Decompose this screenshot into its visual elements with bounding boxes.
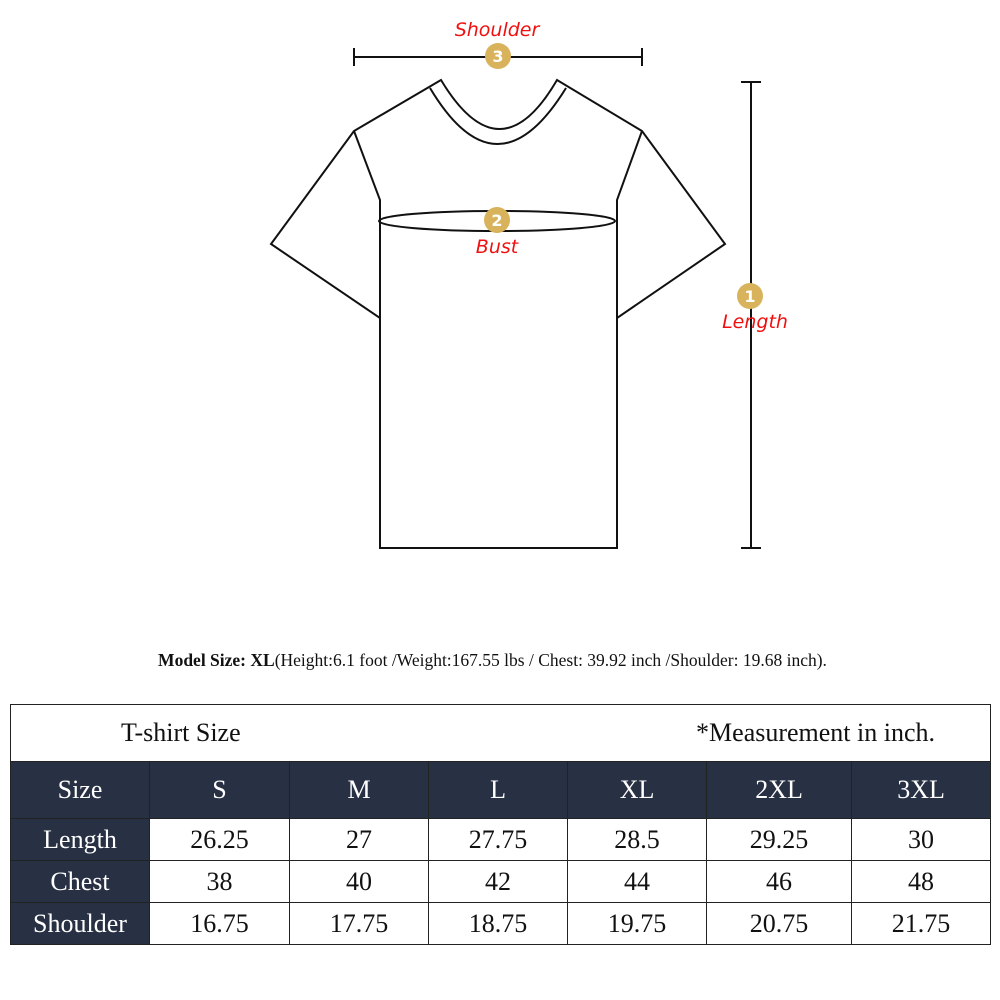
bust-badge-number: 2 [491, 211, 502, 230]
bust-badge [484, 207, 510, 233]
table-cell: 29.25 [706, 818, 853, 861]
model-size-details: (Height:6.1 foot /Weight:167.55 lbs / Ch… [274, 650, 827, 670]
bust-label: Bust [476, 236, 520, 258]
header-size-m: M [288, 761, 430, 819]
row-label: Chest [10, 860, 150, 903]
table-cell: 44 [567, 860, 708, 903]
table-row-shoulder: Shoulder 16.75 17.75 18.75 19.75 20.75 21.75 [10, 902, 992, 945]
header-size-s: S [149, 761, 290, 819]
table-cell: 46 [706, 860, 853, 903]
shoulder-label: Shoulder [455, 19, 541, 41]
table-title-row: T-shirt Size *Measurement in inch. [9, 704, 992, 762]
table-cell: 27.75 [428, 818, 569, 861]
table-cell: 28.5 [567, 818, 708, 861]
armhole-left [353, 130, 381, 318]
table-title: T-shirt Size [9, 704, 429, 762]
model-size-note: Model Size: XL(Height:6.1 foot /Weight:1… [0, 650, 985, 671]
shoulder-badge-number: 3 [492, 47, 503, 66]
tshirt-diagram: Shoulder 3 2 Bust 1 Length [269, 19, 788, 549]
armhole-right [616, 130, 643, 318]
row-label: Length [10, 818, 150, 861]
length-measure-line [741, 81, 761, 549]
shoulder-badge [485, 43, 511, 69]
table-cell: 38 [149, 860, 290, 903]
table-cell: 42 [428, 860, 569, 903]
unit-note: *Measurement in inch. [428, 704, 992, 762]
table-cell: 16.75 [149, 902, 290, 945]
table-row-length: Length 26.25 27 27.75 28.5 29.25 30 [10, 818, 992, 861]
table-cell: 40 [288, 860, 430, 903]
header-size-2xl: 2XL [706, 761, 853, 819]
table-cell: 26.25 [149, 818, 290, 861]
model-size-label: Model Size: XL [158, 650, 275, 670]
header-size-xl: XL [567, 761, 708, 819]
header-size: Size [10, 761, 150, 819]
length-label: Length [722, 311, 788, 333]
table-cell: 21.75 [851, 902, 992, 945]
row-label: Shoulder [10, 902, 150, 945]
header-size-3xl: 3XL [851, 761, 992, 819]
size-table: T-shirt Size *Measurement in inch. Size S… [9, 704, 992, 945]
table-cell: 17.75 [288, 902, 430, 945]
length-badge [737, 283, 763, 309]
tshirt-outline [269, 78, 727, 549]
table-cell: 48 [851, 860, 992, 903]
table-cell: 20.75 [706, 902, 853, 945]
table-header-row: Size S M L XL 2XL 3XL [10, 761, 992, 819]
table-cell: 19.75 [567, 902, 708, 945]
length-badge-number: 1 [744, 287, 755, 306]
table-cell: 30 [851, 818, 992, 861]
header-size-l: L [428, 761, 569, 819]
collar [429, 87, 567, 145]
table-cell: 27 [288, 818, 430, 861]
table-row-chest: Chest 38 40 42 44 46 48 [10, 860, 992, 903]
table-cell: 18.75 [428, 902, 569, 945]
